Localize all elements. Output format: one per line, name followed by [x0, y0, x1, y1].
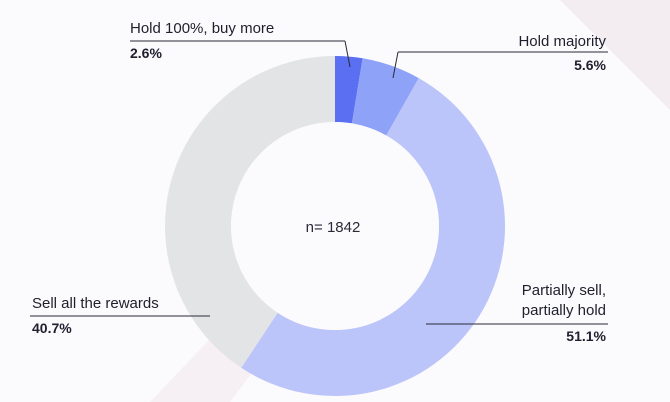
slice-label-text: Hold 100%, buy more	[130, 20, 274, 37]
slice-label-text: Sell all the rewards	[32, 295, 159, 312]
donut-hole	[231, 122, 439, 330]
decor-stripe	[560, 0, 670, 110]
slice-value-text: 5.6%	[574, 57, 606, 73]
slices-group	[164, 56, 505, 397]
slice-hold-majority	[351, 58, 419, 136]
slice-label-text: Hold majority	[518, 33, 606, 50]
slice-value-text: 2.6%	[130, 45, 162, 61]
slice-label-hold-all: Hold 100%, buy more 2.6%	[130, 20, 351, 68]
slice-hold-all-buy-more	[335, 56, 363, 124]
slice-partially-sell	[241, 78, 505, 397]
leader-line	[392, 51, 399, 79]
slice-label-sell-all: Sell all the rewards 40.7%	[30, 295, 210, 336]
slice-value-text: 51.1%	[566, 328, 606, 344]
slice-label-text: partially hold	[522, 302, 606, 319]
slice-sell-all	[164, 56, 335, 368]
slice-value-text: 40.7%	[32, 320, 72, 336]
leader-line	[344, 40, 351, 68]
slice-label-partial: Partially sell, partially hold 51.1%	[426, 282, 608, 344]
slice-label-hold-majority: Hold majority 5.6%	[392, 33, 608, 79]
sample-size-label: n= 1842	[306, 219, 361, 236]
slice-label-text: Partially sell,	[522, 282, 606, 299]
